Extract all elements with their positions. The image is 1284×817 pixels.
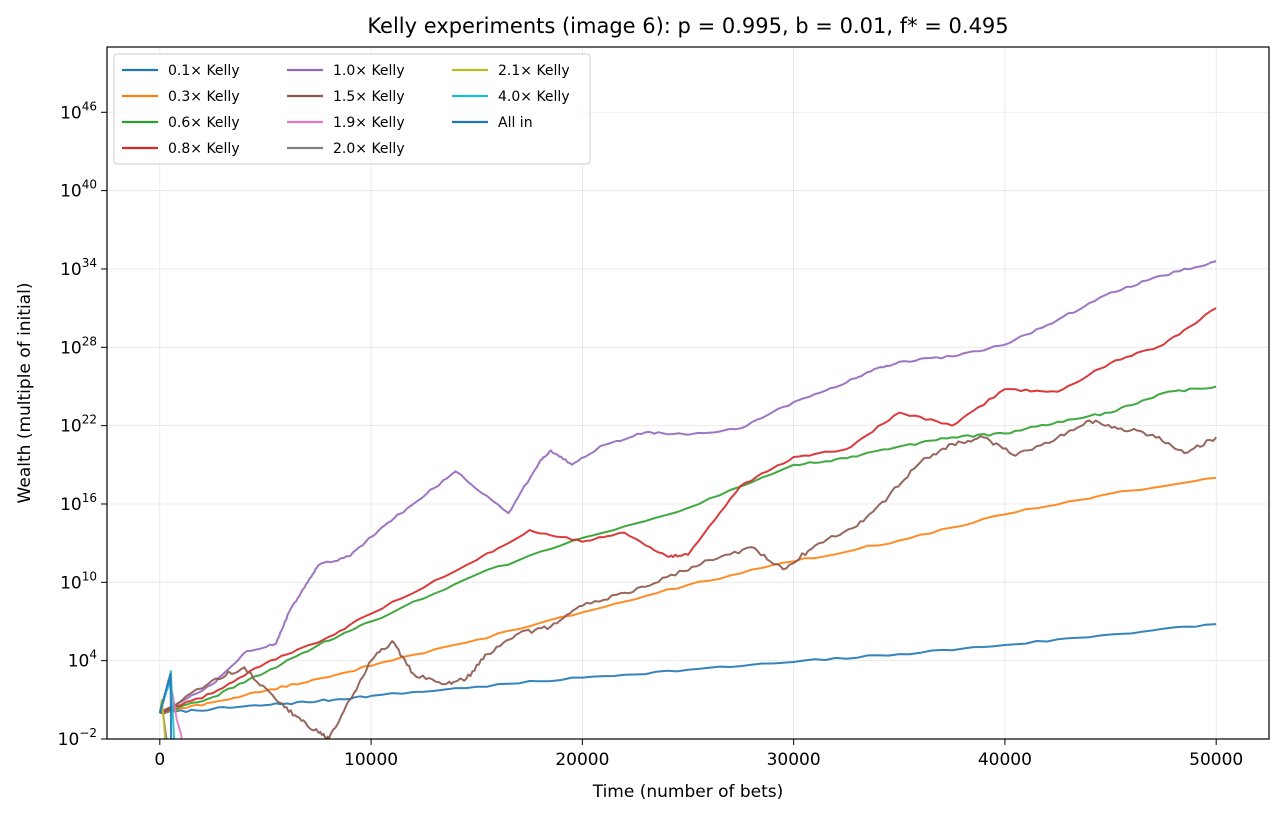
y-axis-ticks: 10−2 104 1010 1016 1022 1028 1034 1040 1046: [58, 99, 107, 750]
series-line: [159, 307, 1217, 714]
series-line: [159, 419, 1217, 739]
x-tick-label: 20000: [555, 750, 609, 770]
legend-label: 0.1× Kelly: [168, 63, 240, 79]
plot-frame: [106, 46, 1270, 740]
series-line: [159, 260, 1217, 714]
chart-title: Kelly experiments (image 6): p = 0.995, …: [367, 14, 1008, 38]
y-tick-label: 1028: [60, 334, 97, 358]
x-tick-label: 40000: [978, 750, 1032, 770]
y-tick-label: 1034: [60, 256, 97, 280]
legend-label: 1.9× Kelly: [333, 115, 405, 131]
legend-label: All in: [498, 115, 533, 131]
legend-label: 4.0× Kelly: [498, 89, 570, 105]
x-tick-label: 30000: [767, 750, 821, 770]
y-tick-label: 1046: [60, 99, 97, 123]
series-line: [159, 623, 1217, 715]
legend-label: 2.0× Kelly: [333, 141, 405, 157]
x-tick-label: 0: [154, 750, 165, 770]
legend-label: 0.3× Kelly: [168, 89, 240, 105]
series-lines: [158, 260, 1217, 739]
legend-label: 1.5× Kelly: [333, 89, 405, 105]
y-tick-label: 10−2: [58, 726, 97, 750]
y-axis-label: Wealth (multiple of initial): [15, 283, 35, 504]
y-tick-label: 104: [68, 648, 97, 672]
legend-label: 0.6× Kelly: [168, 115, 240, 131]
y-tick-label: 1040: [60, 178, 97, 202]
y-tick-label: 1022: [60, 413, 97, 437]
series-line: [159, 385, 1217, 714]
x-tick-label: 10000: [344, 750, 398, 770]
series-line: [159, 476, 1217, 714]
x-axis-ticks: 0 10000 20000 30000 40000 50000: [154, 739, 1243, 770]
legend-label: 1.0× Kelly: [333, 63, 405, 79]
legend-box: [113, 53, 591, 165]
legend: 0.1× Kelly 0.3× Kelly 0.6× Kelly 0.8× Kelly…: [113, 53, 591, 165]
x-tick-label: 50000: [1189, 750, 1243, 770]
legend-label: 2.1× Kelly: [498, 63, 570, 79]
legend-label: 0.8× Kelly: [168, 141, 240, 157]
y-tick-label: 1010: [60, 569, 97, 593]
x-axis-label: Time (number of bets): [592, 782, 784, 802]
y-tick-label: 1016: [60, 491, 97, 515]
series-line: [158, 672, 173, 739]
